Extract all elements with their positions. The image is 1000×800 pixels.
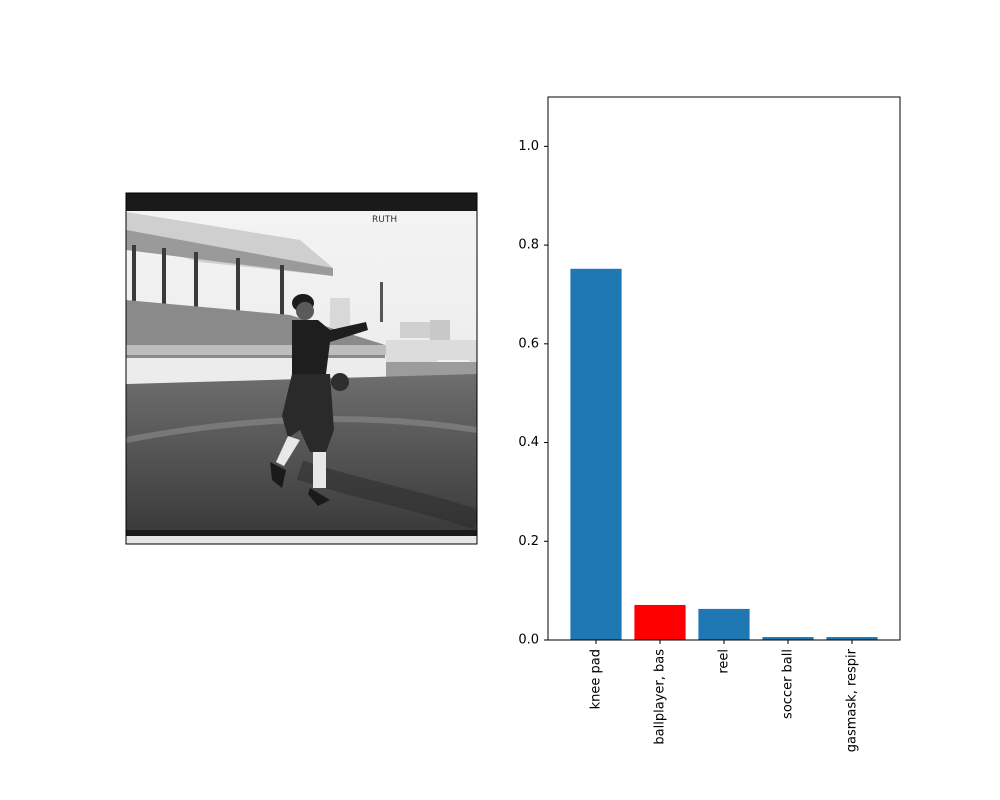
bar-0 xyxy=(570,268,622,640)
bar-4 xyxy=(826,637,878,640)
x-tick-label-1: ballplayer, bas xyxy=(653,649,668,745)
photo-panel: RUTH xyxy=(125,192,478,545)
bar-2 xyxy=(698,608,750,640)
y-tick-label-0: 0.0 xyxy=(518,633,539,648)
bars-group xyxy=(570,268,878,640)
x-axis: knee pad ballplayer, bas reel soccer ball ga… xyxy=(589,640,859,752)
x-tick-label-3: soccer ball xyxy=(780,649,795,719)
y-tick-label-5: 1.0 xyxy=(518,139,539,154)
photo-frame xyxy=(125,192,478,545)
y-tick-label-2: 0.4 xyxy=(518,435,539,450)
x-tick-label-2: reel xyxy=(717,649,732,674)
y-axis: 0.0 0.2 0.4 0.6 0.8 1.0 xyxy=(518,139,548,648)
plot-frame xyxy=(547,96,901,641)
bar-chart: 0.0 0.2 0.4 0.6 0.8 1.0 knee pad ballplayer, b… xyxy=(518,96,901,752)
y-tick-label-4: 0.8 xyxy=(518,238,539,253)
y-tick-label-1: 0.2 xyxy=(518,534,539,549)
baseball-player-photo-icon: RUTH xyxy=(126,193,477,544)
photo-caption: RUTH xyxy=(372,215,397,225)
bar-1 xyxy=(634,604,686,640)
bar-3 xyxy=(762,637,814,640)
x-tick-label-0: knee pad xyxy=(589,649,604,709)
player-figure xyxy=(270,294,368,506)
y-tick-label-3: 0.6 xyxy=(518,336,539,351)
x-tick-label-4: gasmask, respir xyxy=(844,648,859,752)
